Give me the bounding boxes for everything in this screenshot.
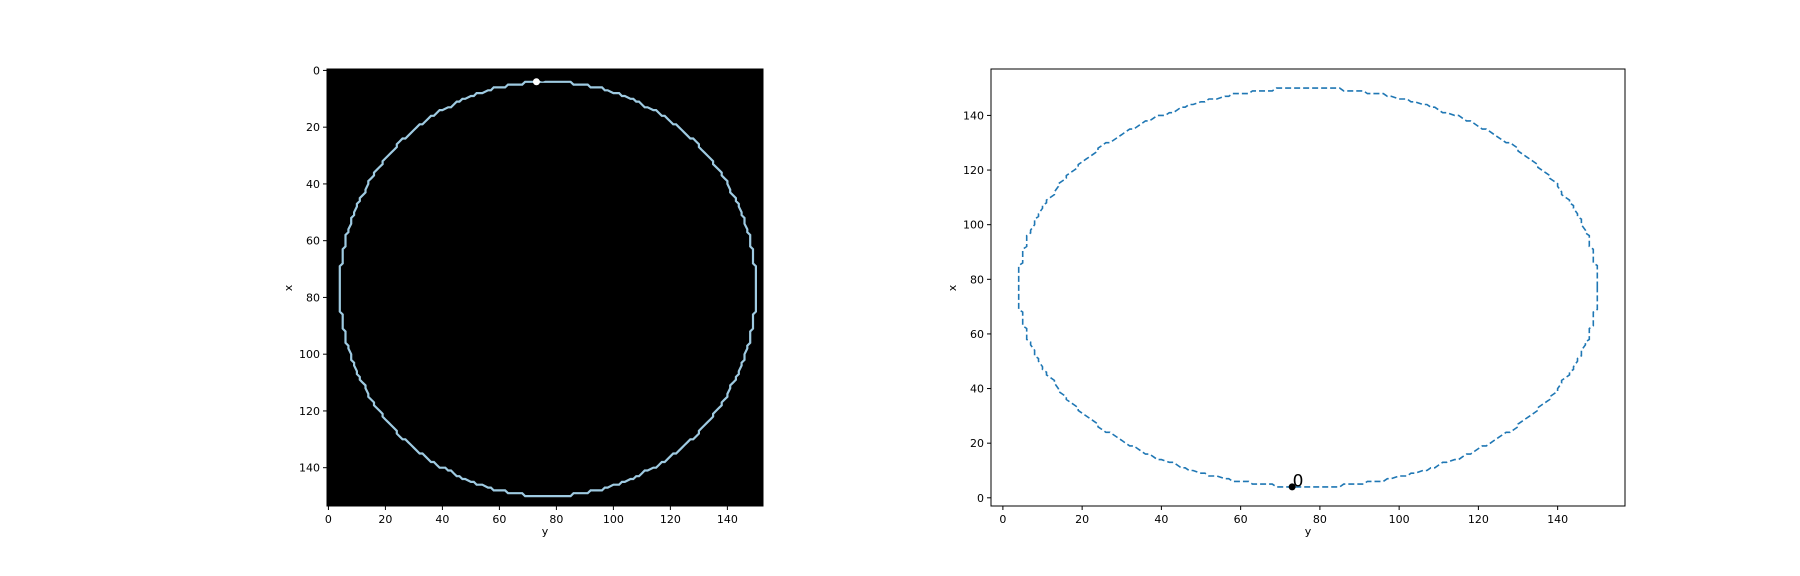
axes-frame	[326, 68, 764, 507]
x-tick-label: 0	[999, 513, 1006, 526]
y-tick-label: 0	[313, 64, 320, 77]
y-tick-label: 60	[306, 235, 320, 248]
contour-line-series	[1017, 87, 1599, 488]
y-axis-ticks: 0 20 40 60 80 100 120 140	[963, 109, 991, 505]
y-axis-ticks: 0 20 40 60 80 100 120 140	[299, 64, 327, 475]
y-tick-label: 100	[299, 348, 320, 361]
y-tick-label: 100	[963, 219, 984, 232]
y-tick-label: 20	[970, 437, 984, 450]
x-tick-label: 0	[325, 513, 332, 526]
x-axis-label: y	[542, 525, 549, 538]
y-tick-label: 80	[306, 291, 320, 304]
axes-frame	[990, 68, 1626, 507]
y-axis-label: x	[282, 284, 295, 291]
x-tick-label: 80	[549, 513, 563, 526]
x-tick-label: 60	[492, 513, 506, 526]
y-tick-label: 140	[963, 109, 984, 122]
y-tick-label: 80	[970, 273, 984, 286]
y-tick-label: 40	[970, 383, 984, 396]
start-point-label: 0	[537, 66, 548, 86]
x-axis-label: y	[1305, 525, 1312, 538]
x-tick-label: 20	[378, 513, 392, 526]
x-tick-label: 60	[1234, 513, 1248, 526]
x-tick-label: 120	[1468, 513, 1489, 526]
x-tick-label: 100	[603, 513, 624, 526]
y-tick-label: 40	[306, 178, 320, 191]
x-tick-label: 140	[717, 513, 738, 526]
x-tick-label: 40	[1154, 513, 1168, 526]
x-axis-ticks: 0 20 40 60 80 100 120 140	[325, 506, 738, 526]
x-tick-label: 80	[1313, 513, 1327, 526]
start-point-marker	[532, 78, 540, 86]
x-tick-label: 140	[1547, 513, 1568, 526]
y-tick-label: 140	[299, 462, 320, 475]
x-tick-label: 100	[1389, 513, 1410, 526]
contour-outline	[338, 80, 758, 498]
y-axis-label: x	[946, 284, 959, 291]
start-point-label: 0	[1293, 471, 1304, 491]
start-point-marker	[1288, 483, 1296, 491]
x-tick-label: 20	[1075, 513, 1089, 526]
image-background	[327, 69, 763, 506]
x-tick-label: 120	[660, 513, 681, 526]
y-tick-label: 20	[306, 121, 320, 134]
x-axis-ticks: 0 20 40 60 80 100 120 140	[999, 506, 1568, 526]
y-tick-label: 60	[970, 328, 984, 341]
y-tick-label: 120	[963, 164, 984, 177]
y-tick-label: 0	[977, 492, 984, 505]
x-tick-label: 40	[435, 513, 449, 526]
y-tick-label: 120	[299, 405, 320, 418]
